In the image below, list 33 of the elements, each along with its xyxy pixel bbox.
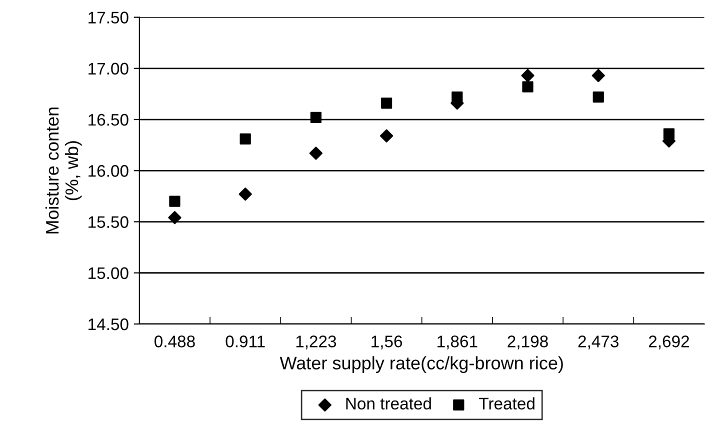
point [168, 211, 182, 224]
point [592, 68, 605, 82]
y-tick-label: 15.00 [88, 267, 128, 280]
point [240, 133, 251, 144]
y-axis-title: Moisture conten (%, wb) [45, 108, 82, 234]
x-tick-label: 2,473 [578, 336, 618, 350]
y-tick-label: 14.50 [88, 318, 128, 330]
x-tick-label: 2,692 [648, 336, 689, 350]
x-tick-label: 2,198 [508, 336, 548, 350]
point [169, 196, 180, 207]
point [238, 188, 252, 201]
x-axis-title: Water supply rate(cc/kg-brown rice) [280, 356, 563, 374]
point [522, 81, 534, 92]
point [663, 128, 675, 140]
point [592, 91, 604, 103]
x-tick-label: 1,56 [372, 336, 402, 350]
x-tick-label: 0.911 [226, 336, 265, 348]
y-tick-label: 15.50 [88, 216, 128, 228]
legend-label: Non treated [346, 397, 431, 410]
legend-label: Treated [479, 397, 534, 410]
point [380, 129, 394, 142]
x-tick-label: 0.488 [154, 336, 195, 348]
point [521, 68, 534, 82]
y-tick-label: 16.50 [88, 114, 128, 126]
x-tick-label: 1,223 [296, 336, 336, 350]
y-tick-label: 16.00 [88, 165, 128, 177]
y-tick-label: 17.50 [88, 12, 128, 24]
point [380, 98, 392, 109]
point [310, 112, 322, 124]
point [309, 146, 323, 160]
y-tick-label: 17.00 [88, 62, 128, 75]
x-tick-label: 1,861 [438, 336, 478, 350]
point [452, 91, 463, 103]
